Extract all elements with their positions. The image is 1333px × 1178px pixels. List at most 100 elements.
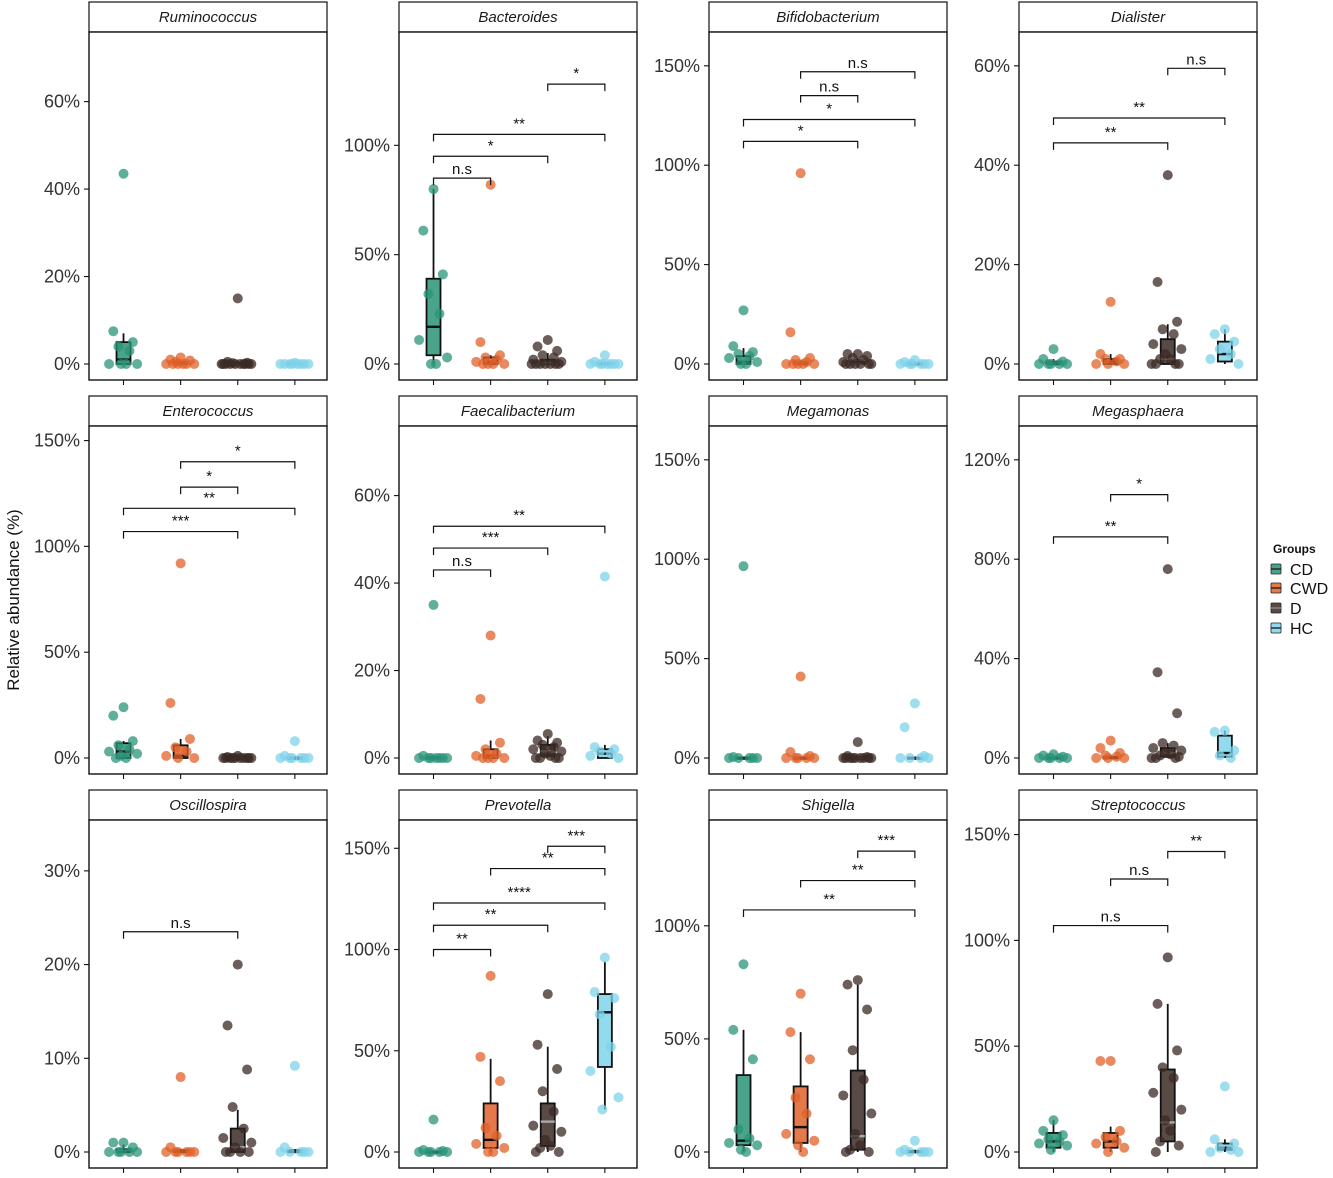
legend: Groups CD CWD D HC	[1271, 542, 1328, 638]
point-megamonas-d	[864, 753, 874, 763]
point-megasphaera-cd	[1062, 753, 1072, 763]
point-dialister-cd	[1062, 359, 1072, 369]
point-oscillospira-d	[233, 960, 243, 970]
significance-label: **	[456, 931, 468, 948]
box-body	[598, 994, 612, 1067]
plot-area-oscillospira	[89, 820, 327, 1168]
point-shigella-cd	[728, 1025, 738, 1035]
significance-label: ***	[878, 832, 896, 849]
point-enterococcus-cwd	[173, 753, 183, 763]
point-streptococcus-d	[1158, 1062, 1168, 1072]
point-ruminococcus-cd	[104, 359, 114, 369]
significance-label: n.s	[848, 55, 868, 72]
significance-label: **	[852, 862, 864, 879]
point-oscillospira-d	[239, 1124, 249, 1134]
plot-area-ruminococcus	[89, 32, 327, 380]
y-tick-label-shigella: 100%	[654, 916, 700, 936]
significance-label: n.s	[1186, 51, 1206, 68]
point-streptococcus-hc	[1233, 1147, 1243, 1157]
point-streptococcus-d	[1160, 1115, 1170, 1125]
point-faecalibacterium-d	[550, 753, 560, 763]
point-streptococcus-d	[1165, 1126, 1175, 1136]
point-oscillospira-d	[228, 1102, 238, 1112]
point-prevotella-cwd	[486, 971, 496, 981]
point-ruminococcus-cwd	[168, 359, 178, 369]
point-megamonas-cd	[752, 753, 762, 763]
panel-ruminococcus: Ruminococcus 0% 20% 40% 60%	[44, 2, 327, 385]
y-tick-label-megamonas: 0%	[674, 748, 700, 768]
y-tick-label-prevotella: 0%	[364, 1142, 390, 1162]
point-bacteroides-d	[538, 350, 548, 360]
point-megamonas-hc	[905, 753, 915, 763]
point-ruminococcus-cd	[119, 169, 129, 179]
significance-label: **	[1190, 833, 1202, 850]
point-shigella-d	[843, 980, 853, 990]
point-bifidobacterium-cd	[733, 349, 743, 359]
significance-label: n.s	[452, 161, 472, 178]
point-streptococcus-hc	[1220, 1081, 1230, 1091]
significance-label: **	[485, 906, 497, 923]
point-prevotella-hc	[590, 987, 600, 997]
point-shigella-cd	[724, 1138, 734, 1148]
point-ruminococcus-cd	[121, 359, 131, 369]
point-bacteroides-d	[550, 359, 560, 369]
significance-label: *	[235, 443, 241, 460]
point-megasphaera-hc	[1215, 751, 1225, 761]
point-shigella-cwd	[809, 1136, 819, 1146]
point-faecalibacterium-hc	[585, 751, 595, 761]
point-bifidobacterium-cwd	[798, 359, 808, 369]
y-tick-label-bifidobacterium: 0%	[674, 354, 700, 374]
point-dialister-d	[1158, 324, 1168, 334]
point-oscillospira-d	[221, 1147, 231, 1157]
point-dialister-cwd	[1091, 359, 1101, 369]
y-tick-label-shigella: 50%	[664, 1029, 700, 1049]
figure: Relative abundance (%) Ruminococcus0%20%…	[0, 0, 1333, 1178]
strip-title-faecalibacterium: Faecalibacterium	[461, 403, 575, 420]
legend-item-cwd: CWD	[1271, 581, 1328, 598]
point-bacteroides-cwd	[488, 359, 498, 369]
point-dialister-cd	[1049, 344, 1059, 354]
point-shigella-hc	[923, 1147, 933, 1157]
point-streptococcus-d	[1172, 1045, 1182, 1055]
point-dialister-hc	[1205, 354, 1215, 364]
point-shigella-cd	[733, 1124, 743, 1134]
strip-title-megamonas: Megamonas	[787, 403, 870, 420]
point-megasphaera-d	[1172, 708, 1182, 718]
point-streptococcus-d	[1151, 1147, 1161, 1157]
point-ruminococcus-hc	[275, 359, 285, 369]
point-enterococcus-cd	[108, 711, 118, 721]
point-shigella-cwd	[791, 1093, 801, 1103]
point-enterococcus-cwd	[189, 753, 199, 763]
point-faecalibacterium-cwd	[499, 753, 509, 763]
point-shigella-cd	[744, 1133, 754, 1143]
point-megamonas-cwd	[796, 671, 806, 681]
strip-title-megasphaera: Megasphaera	[1092, 403, 1184, 420]
point-shigella-d	[848, 1045, 858, 1055]
point-dialister-d	[1148, 339, 1158, 349]
point-oscillospira-cwd	[189, 1147, 199, 1157]
point-prevotella-cd	[414, 1147, 424, 1157]
y-tick-label-faecalibacterium: 40%	[354, 573, 390, 593]
point-faecalibacterium-d	[543, 729, 553, 739]
legend-item-cd: CD	[1271, 562, 1313, 579]
point-ruminococcus-cd	[108, 326, 118, 336]
point-bifidobacterium-d	[864, 359, 874, 369]
strip-title-oscillospira: Oscillospira	[169, 797, 247, 814]
strip-title-shigella: Shigella	[801, 797, 854, 814]
point-ruminococcus-cwd	[178, 359, 188, 369]
point-oscillospira-cd	[108, 1138, 118, 1148]
point-prevotella-cwd	[499, 1143, 509, 1153]
point-prevotella-hc	[600, 953, 610, 963]
point-streptococcus-hc	[1215, 1143, 1225, 1153]
point-prevotella-d	[543, 989, 553, 999]
point-megamonas-cwd	[809, 753, 819, 763]
strip-title-dialister: Dialister	[1111, 9, 1166, 26]
point-streptococcus-d	[1169, 1073, 1179, 1083]
point-faecalibacterium-hc	[613, 753, 623, 763]
point-faecalibacterium-cd	[429, 600, 439, 610]
y-tick-label-prevotella: 100%	[344, 940, 390, 960]
point-oscillospira-d	[218, 1133, 228, 1143]
point-shigella-cwd	[796, 989, 806, 999]
point-streptococcus-cd	[1046, 1145, 1056, 1155]
y-tick-label-megasphaera: 80%	[974, 549, 1010, 569]
